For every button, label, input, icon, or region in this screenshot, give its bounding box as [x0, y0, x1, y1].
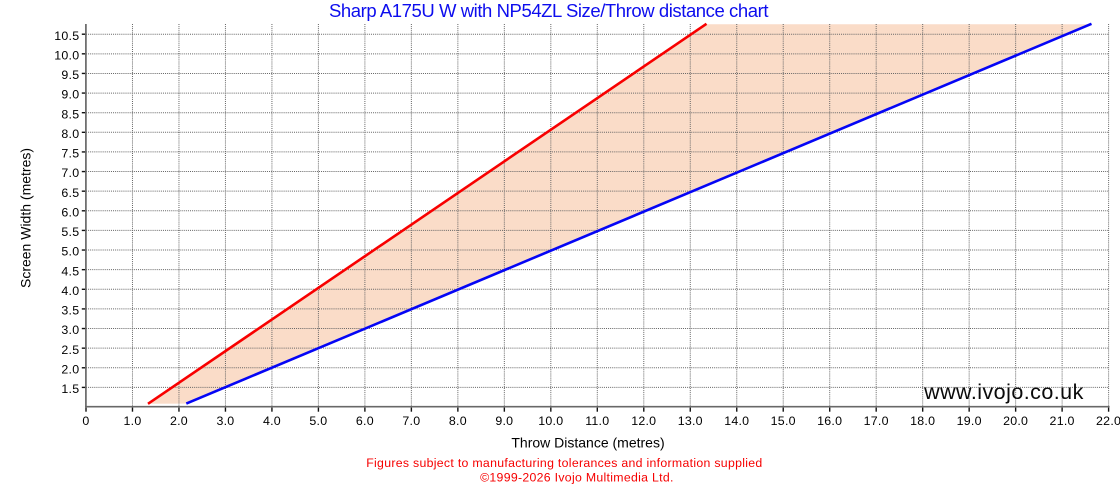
- svg-text:15.0: 15.0: [771, 414, 796, 428]
- svg-text:www.ivojo.co.uk: www.ivojo.co.uk: [923, 380, 1084, 404]
- svg-text:10.0: 10.0: [54, 48, 79, 62]
- svg-text:8.5: 8.5: [61, 107, 79, 121]
- svg-text:6.0: 6.0: [356, 414, 374, 428]
- svg-text:1.5: 1.5: [61, 382, 79, 396]
- svg-text:Figures subject to manufacturi: Figures subject to manufacturing toleran…: [366, 456, 762, 470]
- svg-text:5.0: 5.0: [309, 414, 327, 428]
- svg-text:2.0: 2.0: [61, 362, 79, 376]
- svg-text:9.5: 9.5: [61, 68, 79, 82]
- svg-text:0: 0: [82, 414, 89, 428]
- svg-text:12.0: 12.0: [631, 414, 656, 428]
- svg-text:3.0: 3.0: [61, 323, 79, 337]
- svg-text:11.0: 11.0: [585, 414, 609, 428]
- svg-text:10.5: 10.5: [54, 29, 79, 43]
- svg-text:5.5: 5.5: [61, 225, 79, 239]
- svg-text:©1999-2026 Ivojo Multimedia Lt: ©1999-2026 Ivojo Multimedia Ltd.: [480, 471, 674, 485]
- svg-text:19.0: 19.0: [957, 414, 982, 428]
- svg-text:4.0: 4.0: [263, 414, 281, 428]
- svg-text:13.0: 13.0: [678, 414, 703, 428]
- svg-text:8.0: 8.0: [61, 127, 79, 141]
- svg-text:Sharp A175U W with NP54ZL Size: Sharp A175U W with NP54ZL Size/Throw dis…: [329, 0, 768, 21]
- svg-text:6.0: 6.0: [61, 205, 79, 219]
- svg-text:7.5: 7.5: [61, 147, 79, 161]
- svg-text:17.0: 17.0: [864, 414, 889, 428]
- svg-text:Screen Width (metres): Screen Width (metres): [18, 148, 34, 288]
- svg-text:4.0: 4.0: [61, 284, 79, 298]
- svg-text:16.0: 16.0: [817, 414, 842, 428]
- svg-text:9.0: 9.0: [61, 88, 79, 102]
- svg-text:1.0: 1.0: [123, 414, 141, 428]
- svg-text:2.5: 2.5: [61, 343, 79, 357]
- svg-text:21.0: 21.0: [1050, 414, 1075, 428]
- svg-text:14.0: 14.0: [724, 414, 749, 428]
- svg-text:9.0: 9.0: [495, 414, 513, 428]
- svg-text:3.5: 3.5: [61, 304, 79, 318]
- svg-text:5.0: 5.0: [61, 245, 79, 259]
- svg-text:2.0: 2.0: [170, 414, 188, 428]
- svg-text:20.0: 20.0: [1003, 414, 1028, 428]
- svg-text:3.0: 3.0: [216, 414, 234, 428]
- svg-text:22.0: 22.0: [1096, 414, 1120, 428]
- svg-text:8.0: 8.0: [449, 414, 467, 428]
- svg-text:4.5: 4.5: [61, 264, 79, 278]
- svg-text:7.0: 7.0: [61, 166, 79, 180]
- svg-text:10.0: 10.0: [538, 414, 563, 428]
- svg-text:6.5: 6.5: [61, 186, 79, 200]
- svg-text:18.0: 18.0: [910, 414, 935, 428]
- svg-text:Throw Distance (metres): Throw Distance (metres): [511, 435, 664, 451]
- svg-text:7.0: 7.0: [402, 414, 420, 428]
